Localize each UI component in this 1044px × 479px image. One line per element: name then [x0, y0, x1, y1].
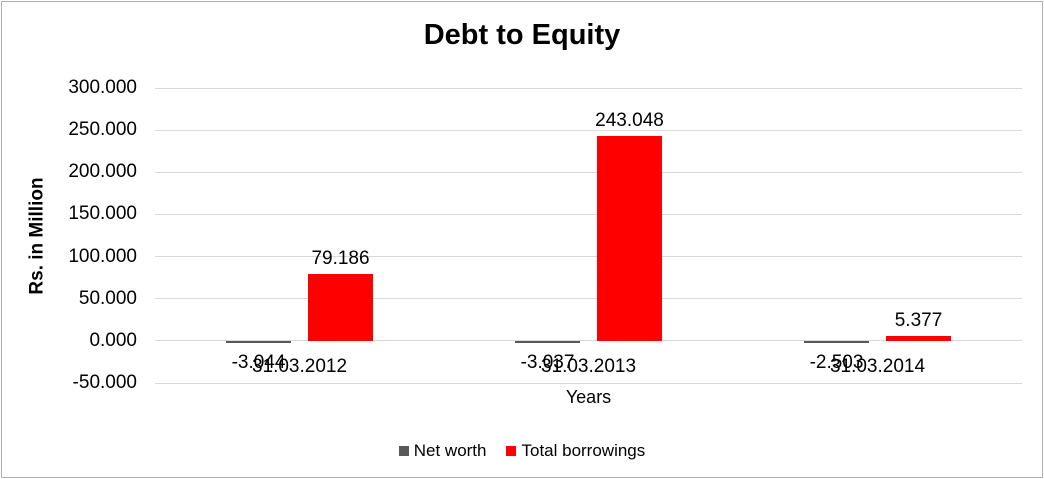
y-axis-tick-label: 250.000: [68, 119, 137, 141]
legend-label-net-worth: Net worth: [413, 441, 487, 460]
y-axis-tick-label: 0.000: [89, 329, 137, 351]
legend-swatch-net-worth: [398, 446, 409, 456]
x-axis-category-label: 31.03.2014: [829, 356, 926, 377]
y-axis-tick-label: 300.000: [68, 77, 137, 98]
data-label-net-worth: -2.503: [809, 351, 864, 373]
bar-net-worth: [515, 340, 580, 344]
legend-swatch-total-borrowings: [506, 446, 517, 456]
chart-title: Debt to Equity: [423, 19, 621, 51]
gridline: [155, 129, 1022, 131]
legend-item-total-borrowings: Total borrowings: [506, 441, 645, 461]
gridline: [155, 340, 1022, 342]
data-label-net-worth: -3.044: [231, 352, 286, 374]
y-axis-tick-label: 50.000: [78, 287, 137, 309]
x-axis-title: Years: [565, 387, 612, 407]
data-label-net-worth: -3.037: [520, 352, 575, 374]
bar-net-worth: [226, 340, 291, 344]
data-label-total-borrowings: 243.048: [595, 110, 664, 131]
gridline: [155, 213, 1022, 215]
x-axis-category-label: 31.03.2012: [251, 356, 348, 377]
y-axis-title-text: Rs. in Million: [27, 176, 49, 295]
gridline: [155, 87, 1022, 89]
legend: Net worth Total borrowings: [0, 441, 1044, 461]
data-label-total-borrowings: 5.377: [894, 310, 943, 332]
bar-total-borrowings: [886, 336, 951, 341]
bar-total-borrowings: [308, 274, 373, 341]
legend-item-net-worth: Net worth: [398, 441, 487, 461]
y-axis-tick-label: -50.000: [72, 372, 137, 393]
gridline: [155, 298, 1022, 300]
legend-label-total-borrowings: Total borrowings: [521, 441, 646, 460]
data-label-total-borrowings: 79.186: [311, 248, 370, 270]
x-axis-category-label: 31.03.2013: [540, 356, 637, 377]
bar-net-worth: [804, 340, 869, 343]
gridline: [155, 256, 1022, 258]
gridline: [155, 171, 1022, 173]
y-axis-tick-label: 100.000: [68, 245, 137, 267]
gridline: [155, 382, 1022, 384]
y-axis-tick-label: 150.000: [68, 203, 137, 225]
y-axis-tick-label: 200.000: [68, 161, 137, 183]
bar-total-borrowings: [597, 136, 662, 341]
